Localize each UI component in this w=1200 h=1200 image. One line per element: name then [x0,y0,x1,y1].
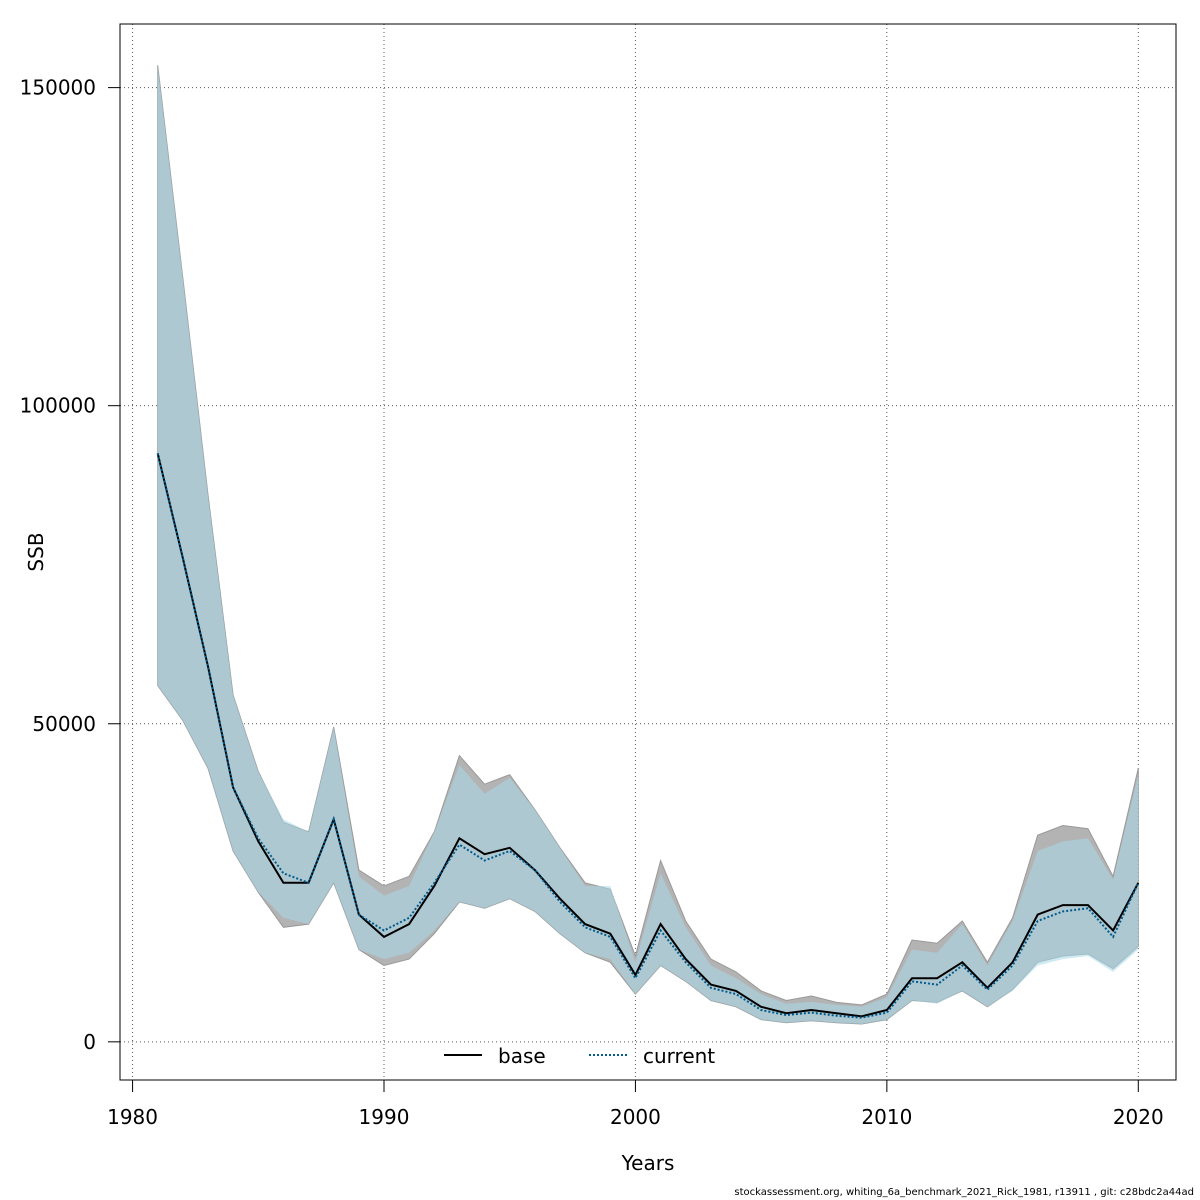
confidence-bands [157,65,1139,1025]
legend-label-current: current [643,1044,715,1068]
grid [120,24,1176,1080]
footer-note: stockassessment.org, whiting_6a_benchmar… [734,1187,1194,1198]
legend: base current [444,1044,715,1068]
x-tick-label: 1990 [359,1105,410,1129]
band-current [157,65,1139,1025]
y-tick-label: 100000 [20,394,96,418]
line-base [156,453,1140,1018]
x-tick-label: 2010 [861,1105,912,1129]
x-tick-label: 2020 [1113,1105,1164,1129]
axes: 1980 1990 2000 2010 2020 0 50000 100000 150000 [20,76,1164,1129]
y-tick-label: 50000 [32,712,96,736]
y-axis-title: SSB [24,532,48,571]
y-tick-label: 0 [83,1030,96,1054]
x-tick-label: 2000 [610,1105,661,1129]
legend-label-base: base [498,1044,546,1068]
x-axis-title: Years [621,1151,675,1175]
line-current [156,453,1140,1019]
y-tick-label: 150000 [20,76,96,100]
x-tick-label: 1980 [107,1105,158,1129]
series-lines [156,453,1140,1019]
